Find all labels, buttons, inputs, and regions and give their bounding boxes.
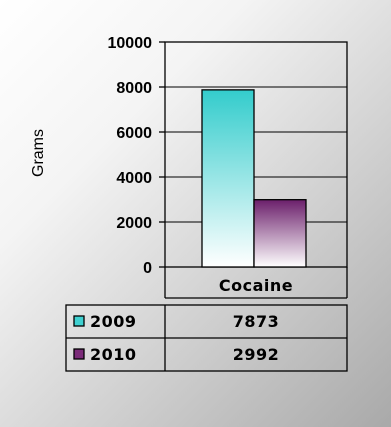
data-table-value-2010: 2992 <box>233 345 280 364</box>
category-label-cocaine: Cocaine <box>219 276 293 295</box>
y-tick-label: 2000 <box>116 215 152 232</box>
y-axis-ticks: 0 2000 4000 6000 8000 10000 <box>108 35 165 277</box>
y-tick-label: 4000 <box>116 170 152 187</box>
legend-key-2010 <box>73 348 85 360</box>
data-table-value-2009: 7873 <box>233 312 280 331</box>
legend-key-2009 <box>73 315 85 327</box>
y-tick-label: 0 <box>143 260 152 277</box>
y-tick-label: 6000 <box>116 125 152 142</box>
bar-2009 <box>201 89 255 268</box>
y-axis-title: Grams <box>30 129 47 177</box>
y-tick-label: 8000 <box>116 80 152 97</box>
data-table: 2009 7873 2010 2992 <box>65 304 348 372</box>
bar-2010 <box>253 199 307 268</box>
data-table-series-2010: 2010 <box>90 345 137 364</box>
y-tick-label: 10000 <box>108 35 153 52</box>
data-table-series-2009: 2009 <box>90 312 137 331</box>
bars <box>201 89 307 268</box>
